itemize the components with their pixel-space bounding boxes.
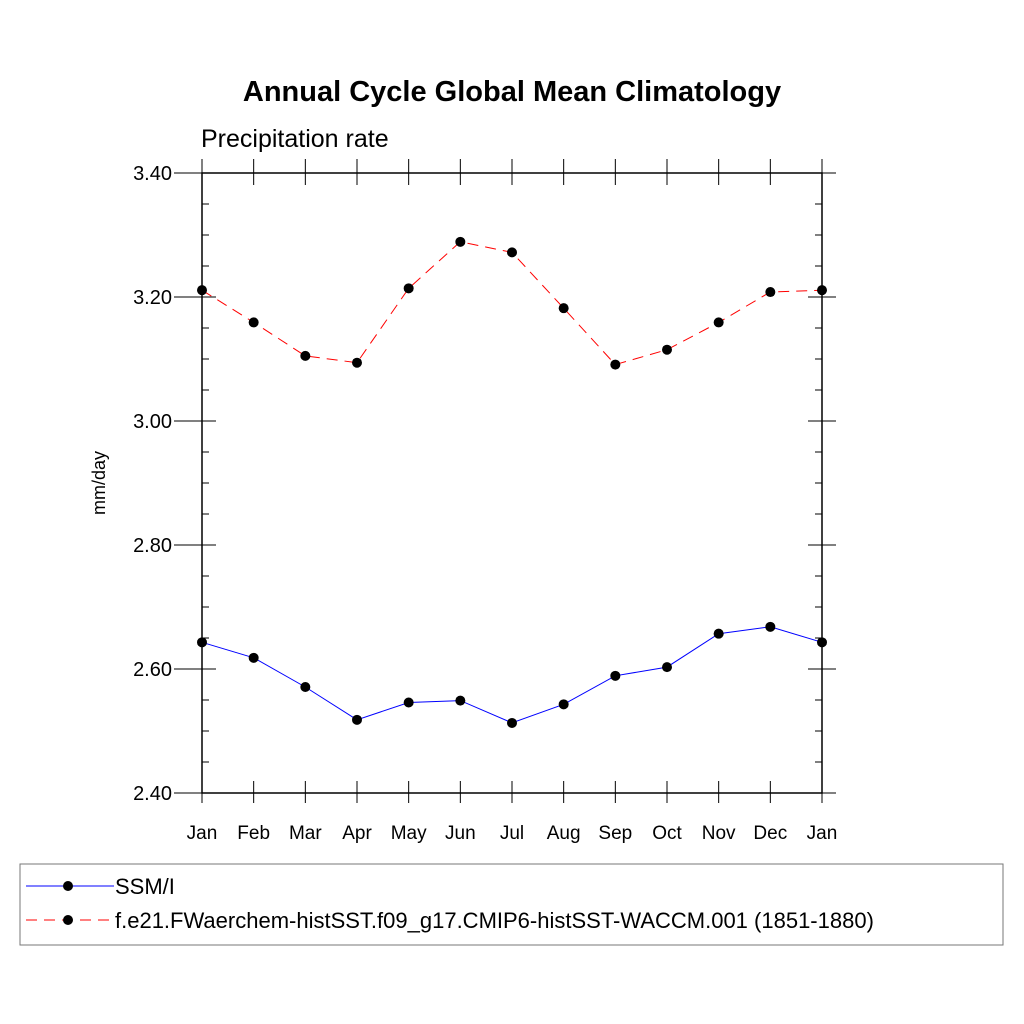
x-tick-label: Feb [237,823,270,844]
x-tick-label: Nov [702,823,736,844]
legend-marker-1 [63,915,73,925]
x-tick-label: Oct [652,823,682,844]
data-point [713,317,724,328]
x-tick-label: May [391,823,427,844]
data-point [507,247,517,258]
data-point [300,350,311,361]
plot-area: Jan Feb Mar Apr May Jun Jul Aug Sep Oct Nov Dec Jan 2… [133,159,837,844]
data-point [300,681,311,692]
y-axis-label: mm/day [89,451,109,515]
data-point [713,628,724,639]
data-point [352,714,362,725]
x-tick-label: Dec [753,823,787,844]
data-point [403,697,414,708]
data-point [610,670,621,681]
y-tick-label: 3.40 [133,163,172,185]
legend-box [19,863,1004,946]
data-point [352,357,362,368]
y-tick-label: 3.20 [133,287,172,309]
data-point [455,695,466,706]
x-tick-label: Jul [500,823,524,844]
data-point [662,662,672,673]
x-tick-label: Jun [445,823,476,844]
y-tick-label: 2.60 [133,659,172,681]
data-point [558,303,569,314]
data-point [610,359,621,370]
legend-marker-0 [63,881,73,891]
series-line-0 [201,626,823,724]
data-point [662,344,672,355]
legend-label-1: f.e21.FWaerchem-histSST.f09_g17.CMIP6-hi… [115,908,874,933]
x-tick-label: Jan [187,823,218,844]
data-point [248,652,259,663]
x-tick-label: Apr [342,823,372,844]
x-tick-label: Mar [289,823,322,844]
data-point [248,317,259,328]
chart-title: Annual Cycle Global Mean Climatology [243,76,781,108]
y-tick-label: 3.00 [133,411,172,433]
legend-label-0: SSM/I [115,874,175,899]
plot-frame [201,172,823,794]
data-point [765,621,776,632]
data-point [765,287,776,298]
x-tick-label: Aug [547,823,581,844]
data-point [403,283,414,294]
series-line-1 [201,241,823,366]
chart-subtitle: Precipitation rate [201,125,389,153]
y-tick-label: 2.80 [133,535,172,557]
x-tick-label: Jan [807,823,838,844]
x-tick-label: Sep [598,823,632,844]
data-point [455,236,466,247]
y-tick-label: 2.40 [133,783,172,805]
legend: SSM/I f.e21.FWaerchem-histSST.f09_g17.CMI… [19,863,1004,946]
data-point [558,699,569,710]
data-point [507,717,517,728]
